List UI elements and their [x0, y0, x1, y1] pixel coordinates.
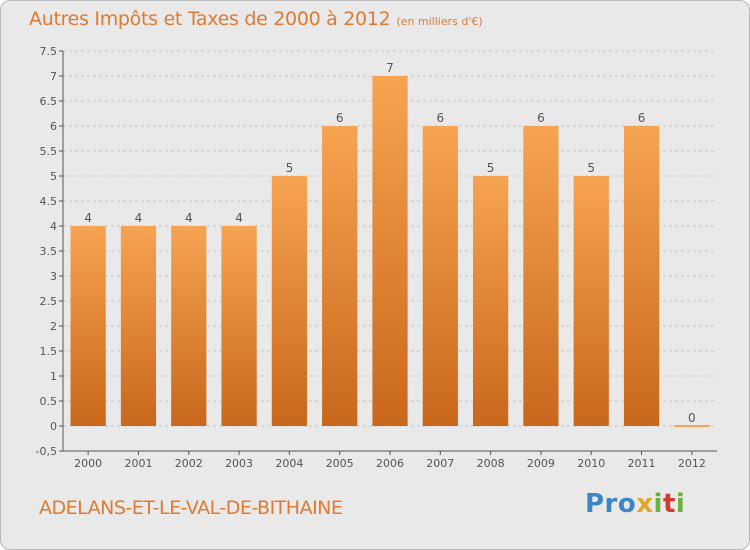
commune-name: ADELANS-ET-LE-VAL-DE-BITHAINE	[39, 497, 343, 519]
value-label-2000: 4	[84, 211, 92, 225]
value-label-2006: 7	[386, 61, 394, 75]
logo-part-2: x	[636, 489, 654, 519]
bar-2002	[171, 226, 207, 426]
value-label-2009: 6	[537, 111, 545, 125]
value-label-2001: 4	[135, 211, 143, 225]
y-tick-label: 3	[50, 270, 57, 283]
logo-part-1: Pro	[585, 489, 637, 519]
y-tick-label: 6	[50, 120, 57, 133]
chart-title: Autres Impôts et Taxes de 2000 à 2012 (en…	[29, 8, 483, 30]
bar-2006	[372, 76, 408, 426]
y-tick-label: 3.5	[40, 245, 58, 258]
x-tick-label-2012: 2012	[678, 457, 706, 470]
value-label-2008: 5	[487, 161, 495, 175]
x-tick-label-2007: 2007	[426, 457, 454, 470]
logo-part-4: t	[662, 489, 676, 519]
value-label-2005: 6	[336, 111, 344, 125]
x-tick-label-2008: 2008	[477, 457, 505, 470]
value-label-2002: 4	[185, 211, 193, 225]
x-tick-label-2004: 2004	[275, 457, 303, 470]
bar-2005	[322, 126, 358, 426]
bar-2001	[120, 226, 157, 426]
y-tick-label: 1.5	[40, 345, 58, 358]
y-tick-label: 0	[50, 420, 57, 433]
x-tick-label-2009: 2009	[527, 457, 555, 470]
y-tick-label: 2	[50, 320, 57, 333]
bar-2011	[623, 126, 660, 426]
y-tick-label: 5	[50, 170, 57, 183]
x-tick-label-2002: 2002	[175, 457, 203, 470]
unit-text: (en milliers d'€)	[396, 15, 483, 28]
value-label-2003: 4	[235, 211, 243, 225]
value-label-2010: 5	[587, 161, 595, 175]
proxiti-logo: Proxiti	[585, 489, 685, 519]
y-tick-label: 4	[50, 220, 57, 233]
y-tick-label: -0,5	[36, 445, 57, 458]
value-label-2012: 0	[688, 411, 696, 425]
bar-2009	[523, 126, 559, 426]
bar-2007	[422, 126, 458, 426]
y-tick-label: 5.5	[40, 145, 58, 158]
bar-2012	[674, 425, 710, 427]
bar-2004	[271, 176, 307, 426]
value-label-2004: 5	[286, 161, 294, 175]
y-tick-label: 1	[50, 370, 57, 383]
value-label-2011: 6	[638, 111, 646, 125]
title-text: Autres Impôts et Taxes de 2000 à 2012	[29, 8, 391, 30]
bar-2008	[473, 176, 509, 426]
logo-part-5: i	[675, 489, 686, 519]
logo-part-3: i	[653, 489, 663, 519]
x-tick-label-2001: 2001	[124, 457, 152, 470]
x-tick-label-2003: 2003	[225, 457, 253, 470]
x-tick-label-2006: 2006	[376, 457, 404, 470]
bar-2000	[70, 226, 106, 426]
y-tick-label: 6.5	[40, 95, 58, 108]
y-tick-label: 4.5	[40, 195, 58, 208]
x-tick-label-2000: 2000	[74, 457, 102, 470]
bar-2010	[573, 176, 609, 426]
y-tick-label: 7	[50, 70, 57, 83]
y-tick-label: 0.5	[40, 395, 58, 408]
x-tick-label-2005: 2005	[326, 457, 354, 470]
y-tick-label: 7.5	[40, 45, 58, 58]
bar-2003	[221, 226, 257, 426]
value-label-2007: 6	[436, 111, 444, 125]
x-tick-label-2010: 2010	[577, 457, 605, 470]
x-tick-label-2011: 2011	[628, 457, 656, 470]
y-tick-label: 2.5	[40, 295, 58, 308]
